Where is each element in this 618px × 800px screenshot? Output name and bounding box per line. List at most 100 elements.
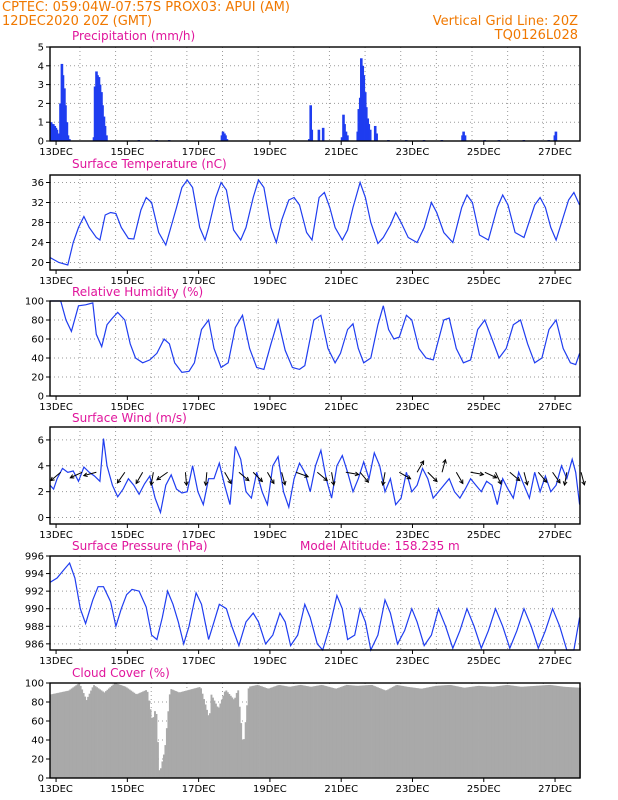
cloud-bar xyxy=(204,704,207,778)
cloud-bar xyxy=(235,692,238,778)
wind-arrow-head xyxy=(49,476,55,482)
precip-xtick-label: 21DEC xyxy=(324,147,358,158)
cloud-bar xyxy=(571,687,574,778)
wind-xtick-label: 17DEC xyxy=(182,530,216,541)
cloud-bar xyxy=(504,685,507,778)
cloud-bar xyxy=(183,691,186,778)
cloud-bar xyxy=(379,688,382,778)
rh-xtick-label: 25DEC xyxy=(467,402,501,413)
cloud-bar xyxy=(433,686,436,778)
wind-arrow-head xyxy=(330,481,336,487)
cloud-bar xyxy=(412,687,415,778)
cloud-bar xyxy=(310,686,312,778)
cloud-ytick-label: 0 xyxy=(38,774,44,785)
cloud-bar xyxy=(353,685,356,778)
precip-ytick-label: 3 xyxy=(38,80,44,91)
cloud-xtick-label: 27DEC xyxy=(538,784,572,795)
cloud-bar xyxy=(64,691,67,778)
cloud-bar xyxy=(397,685,400,778)
cloud-bar xyxy=(466,687,469,778)
cloud-bar xyxy=(281,685,284,778)
wind-arrow-head xyxy=(244,476,250,482)
cloud-bar xyxy=(540,685,543,778)
wind-xtick-label: 27DEC xyxy=(538,530,572,541)
cloud-ytick-label: 60 xyxy=(31,717,44,728)
precip-ytick-label: 2 xyxy=(38,99,44,110)
cloud-bar xyxy=(390,687,393,778)
cloud-bar xyxy=(287,686,290,778)
cloud-bar xyxy=(103,692,106,778)
cloud-bar xyxy=(522,686,525,778)
precip-bar xyxy=(463,135,467,141)
cloud-bar xyxy=(469,686,472,778)
cloud-bar xyxy=(470,686,473,778)
wind-xtick-label: 15DEC xyxy=(110,530,144,541)
cloud-bar xyxy=(159,768,162,778)
wind-arrow-shaft xyxy=(382,472,386,486)
wind-arrow-shaft xyxy=(455,472,464,484)
cloud-bar xyxy=(78,683,81,778)
wind-arrow-shaft xyxy=(83,471,97,477)
cloud-bar xyxy=(112,684,115,778)
cloud-bar xyxy=(541,685,544,778)
cloud-bar xyxy=(88,693,91,778)
cloud-bar xyxy=(411,687,414,778)
wind-arrow-head xyxy=(227,479,232,485)
cloud-bar xyxy=(362,685,365,778)
precip-bar xyxy=(103,125,107,141)
cloud-bar xyxy=(369,684,372,778)
wind-arrow-head xyxy=(515,476,521,482)
cloud-bar xyxy=(213,700,216,778)
cloud-bar xyxy=(374,686,376,778)
precip-bar xyxy=(65,122,69,141)
cloud-frame xyxy=(49,682,581,779)
cloud-bar xyxy=(454,685,457,778)
cloud-bar xyxy=(244,722,247,778)
precip-bar xyxy=(365,107,368,141)
cloud-bar xyxy=(503,685,506,778)
cloud-bar xyxy=(121,685,124,778)
temp-ytick-label: 32 xyxy=(31,198,44,209)
cloud-bar xyxy=(567,687,570,778)
cloud-bar xyxy=(351,685,354,778)
cloud-bar xyxy=(371,685,373,778)
cloud-bar xyxy=(305,685,308,778)
cloud-bar xyxy=(173,690,176,778)
wind-arrow-head xyxy=(381,481,386,487)
precip-bar xyxy=(343,124,346,141)
precip-ytick-label: 1 xyxy=(38,118,44,129)
cloud-bar xyxy=(515,686,518,778)
cloud-bar xyxy=(537,685,540,778)
cloud-bar xyxy=(152,717,155,778)
temp-xtick-label: 19DEC xyxy=(253,276,287,287)
cloud-bar xyxy=(424,687,427,778)
cloud-bar xyxy=(280,685,283,778)
cloud-bar xyxy=(336,688,339,778)
cloud-bar xyxy=(376,687,379,778)
cloud-bar xyxy=(157,742,159,778)
wind-arrow-head xyxy=(542,478,548,484)
wind-arrow-head xyxy=(258,477,264,483)
precip-bar xyxy=(105,135,108,141)
precip-ytick-label: 0 xyxy=(38,137,44,148)
wind-arrow-head xyxy=(135,479,140,485)
wind-arrow-shaft xyxy=(238,471,250,482)
cloud-bar xyxy=(194,688,197,778)
cloud-bar xyxy=(76,684,79,778)
cloud-panel: Cloud Cover (%) 0 20 40 60 80 100 13DEC 15DEC 17D… xyxy=(25,666,582,795)
cloud-bar xyxy=(463,687,466,778)
cloud-xtick-label: 15DEC xyxy=(110,784,144,795)
cloud-bar xyxy=(451,685,454,778)
rh-ytick-label: 0 xyxy=(38,392,44,403)
cloud-bar xyxy=(203,699,205,778)
wind-series-line xyxy=(49,438,581,515)
cloud-bar xyxy=(536,685,538,778)
cloud-bar xyxy=(116,683,119,778)
cloud-bar xyxy=(234,697,237,778)
cloud-bar xyxy=(304,685,307,778)
wind-arrow-head xyxy=(323,476,329,482)
cloud-bar xyxy=(131,691,134,778)
cloud-bar xyxy=(576,687,579,778)
cloud-bar xyxy=(262,686,265,778)
wind-arrow-head xyxy=(82,472,88,478)
